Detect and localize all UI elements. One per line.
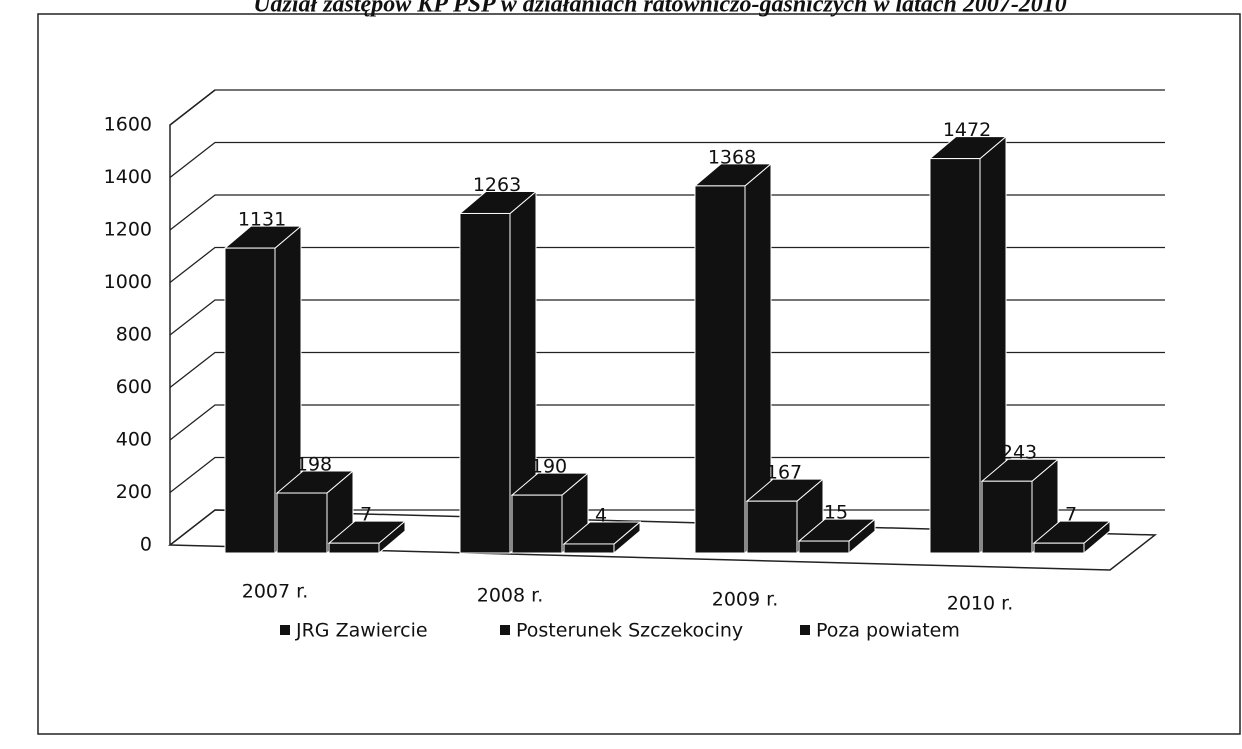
chart-title: Udział zastępów KP PSP w działaniach rat… xyxy=(253,0,1067,18)
grid-line xyxy=(169,194,1165,231)
legend-label: Poza powiatem xyxy=(816,620,960,642)
data-label: 190 xyxy=(531,456,567,478)
bar xyxy=(459,212,511,554)
legend-marker xyxy=(800,625,810,635)
chart-frame xyxy=(37,13,1241,735)
bar xyxy=(798,540,850,554)
grid-line xyxy=(169,351,1165,389)
bar xyxy=(511,494,563,554)
grid-line xyxy=(169,89,1165,126)
bar xyxy=(981,480,1033,554)
bar xyxy=(1033,542,1085,554)
data-label: 198 xyxy=(296,454,332,476)
data-label: 1131 xyxy=(238,209,286,231)
legend-marker xyxy=(280,625,290,635)
data-label: 7 xyxy=(360,504,372,526)
bar xyxy=(276,492,328,554)
y-tick-label: 1200 xyxy=(104,219,152,241)
legend-label: JRG Zawiercie xyxy=(295,620,428,642)
data-label: 15 xyxy=(824,502,848,524)
y-tick-label: 1600 xyxy=(104,114,152,136)
bar xyxy=(694,185,746,554)
bar xyxy=(746,500,798,554)
data-label: 1368 xyxy=(708,146,756,168)
legend-marker xyxy=(500,625,510,635)
data-label: 4 xyxy=(595,504,607,526)
bar xyxy=(929,158,981,554)
y-tick-label: 0 xyxy=(140,534,152,556)
data-label: 167 xyxy=(766,462,802,484)
data-label: 243 xyxy=(1001,442,1037,464)
data-label: 7 xyxy=(1065,504,1077,526)
grid-line xyxy=(169,246,1165,284)
bar xyxy=(328,542,380,554)
grid-line xyxy=(169,509,1165,546)
x-tick-label: 2008 r. xyxy=(477,585,544,607)
grid-line xyxy=(169,456,1165,494)
data-label: 1263 xyxy=(473,174,521,196)
y-tick-label: 200 xyxy=(116,481,152,503)
bar xyxy=(563,543,615,554)
grid-line xyxy=(169,299,1165,336)
grid-line xyxy=(169,404,1165,441)
x-tick-label: 2007 r. xyxy=(242,581,309,603)
x-tick-label: 2010 r. xyxy=(947,593,1014,615)
y-tick-label: 400 xyxy=(116,429,152,451)
legend-label: Posterunek Szczekociny xyxy=(516,620,743,642)
x-tick-label: 2009 r. xyxy=(712,589,779,611)
data-label: 1472 xyxy=(943,119,991,141)
y-tick-label: 1400 xyxy=(104,166,152,188)
bar xyxy=(224,247,276,554)
y-tick-label: 600 xyxy=(116,376,152,398)
y-tick-label: 1000 xyxy=(104,271,152,293)
y-tick-label: 800 xyxy=(116,324,152,346)
grid-line xyxy=(169,141,1165,179)
